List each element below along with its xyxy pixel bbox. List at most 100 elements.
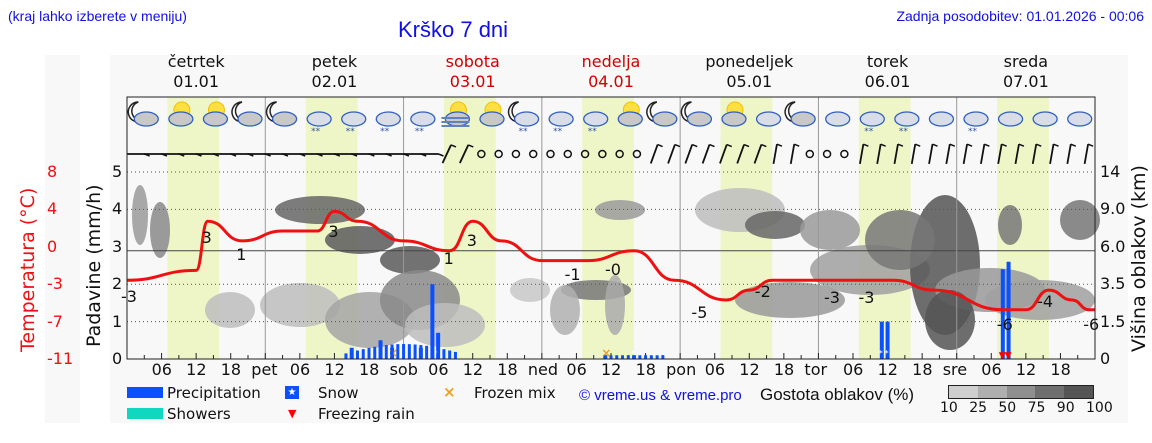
precip-tick: 1 (112, 311, 123, 331)
svg-text:**: ** (864, 127, 874, 137)
day-header: sobota 03.01 (445, 52, 500, 91)
svg-text:1: 1 (236, 245, 246, 264)
density-tick: 90 (1056, 400, 1075, 416)
precip-tick: 2 (112, 274, 123, 294)
time-tick: 06 (151, 360, 172, 379)
svg-text:**: ** (311, 127, 321, 137)
plot-frame (126, 96, 1096, 360)
time-tick: 12 (324, 360, 345, 379)
svg-text:**: ** (519, 127, 529, 137)
svg-text:**: ** (588, 127, 598, 137)
cloud-snow-icon: ** (306, 111, 332, 137)
time-tick: 06 (981, 360, 1002, 379)
page-title: Krško 7 dni (398, 17, 509, 42)
time-tick: pet (251, 360, 278, 379)
time-tick: 18 (220, 360, 242, 379)
sun-cloud-icon (479, 101, 505, 127)
cloud-icon (825, 111, 851, 127)
fog-sun-icon (441, 101, 471, 127)
temp-tick: -11 (47, 349, 74, 368)
svg-text:1: 1 (444, 249, 454, 268)
svg-text:-5: -5 (691, 303, 707, 322)
freezing-rain-icon: ▼ (288, 407, 297, 420)
svg-text:3: 3 (202, 228, 212, 247)
precip-tick: 3 (112, 236, 123, 256)
cloud-density-title: Gostota oblakov (%) (760, 385, 915, 404)
svg-text:**: ** (415, 127, 425, 137)
time-tick: 06 (428, 360, 449, 379)
weather-icons-row: ** ** ** ** ** ** ** ** ** ** (127, 101, 1093, 137)
moon-icon (265, 101, 298, 127)
cloud-snow-icon: ** (583, 111, 609, 137)
legend-showers-swatch (127, 408, 163, 419)
svg-text:*: * (885, 349, 889, 358)
cloud-height-axis-title: Višina oblakov (km) (1128, 165, 1150, 352)
time-tick: sre (942, 360, 968, 379)
cloud-snow-icon: ** (548, 111, 574, 137)
sun-cloud-icon (721, 101, 747, 127)
time-tick: 12 (601, 360, 622, 379)
cloud-height-tick: 3.5 (1100, 274, 1126, 294)
svg-text:-0: -0 (605, 260, 621, 279)
moon-snow-icon: ** (507, 101, 540, 137)
svg-text:▼: ▼ (1005, 351, 1012, 361)
cloud-snow-icon: ** (375, 111, 401, 137)
wind-barbs-row (126, 143, 1094, 165)
legend-snow-label: Snow (318, 384, 359, 402)
svg-text:-3: -3 (824, 288, 840, 307)
temp-tick: -7 (47, 311, 63, 331)
frozen-mix-icon: × (443, 383, 456, 401)
moon-icon (646, 101, 678, 127)
time-tick: 12 (739, 360, 760, 379)
moon-icon (680, 101, 713, 127)
temperature-axis-title: Temperatura (°C) (17, 187, 39, 352)
svg-text:3: 3 (467, 231, 477, 250)
time-tick: 18 (773, 360, 795, 379)
cloud-icon (1032, 111, 1058, 127)
legend-freezing-rain-label: Freezing rain (318, 405, 415, 423)
legend-frozen-mix-label: Frozen mix (474, 384, 556, 402)
temp-tick: 8 (47, 162, 58, 181)
moon-icon (784, 101, 816, 127)
credit-link[interactable]: © vreme.us & vreme.pro (579, 387, 742, 404)
precip-tick: 4 (112, 199, 123, 219)
day-header: sreda 07.01 (1002, 52, 1049, 91)
density-tick: 50 (998, 400, 1017, 416)
cloud-snow-icon: ** (341, 111, 367, 137)
sun-cloud-icon (168, 101, 194, 127)
density-tick: 75 (1027, 400, 1046, 416)
time-tick: 12 (462, 360, 484, 379)
time-tick: 18 (359, 360, 380, 379)
time-tick: pon (666, 360, 697, 379)
svg-text:**: ** (346, 127, 356, 137)
svg-text:**: ** (553, 127, 563, 137)
legend-showers-label: Showers (167, 405, 231, 423)
svg-text:**: ** (968, 127, 978, 137)
cloud-height-tick: 1.5 (1100, 311, 1126, 331)
day-header: torek 06.01 (864, 52, 911, 91)
snow-icon: ★ (285, 386, 299, 399)
precip-tick: 0 (112, 349, 123, 368)
time-tick: 12 (186, 360, 207, 379)
time-tick: 12 (877, 360, 898, 379)
precip-tick: 5 (112, 162, 123, 181)
day-header: nedelja 04.01 (581, 52, 641, 91)
cloud-icon (928, 111, 955, 127)
legend-precipitation-swatch (127, 387, 163, 398)
svg-text:-3: -3 (859, 288, 875, 307)
time-tick: 18 (635, 360, 656, 379)
svg-text:**: ** (899, 127, 909, 137)
cloud-height-tick: 9.0 (1100, 199, 1126, 219)
density-tick: 100 (1086, 400, 1113, 416)
cloud-icon (997, 111, 1024, 127)
temp-tick: 4 (47, 199, 58, 219)
svg-text:-6: -6 (997, 315, 1013, 334)
temp-axis-panel (45, 55, 80, 423)
precip-axis-title: Padavine (mm/h) (83, 184, 105, 347)
sun-cloud-icon (617, 101, 643, 127)
density-tick: 25 (969, 400, 988, 416)
cloud-snow-icon: ** (859, 111, 885, 137)
location-hint-link[interactable]: (kraj lahko izberete v meniju) (8, 8, 187, 24)
